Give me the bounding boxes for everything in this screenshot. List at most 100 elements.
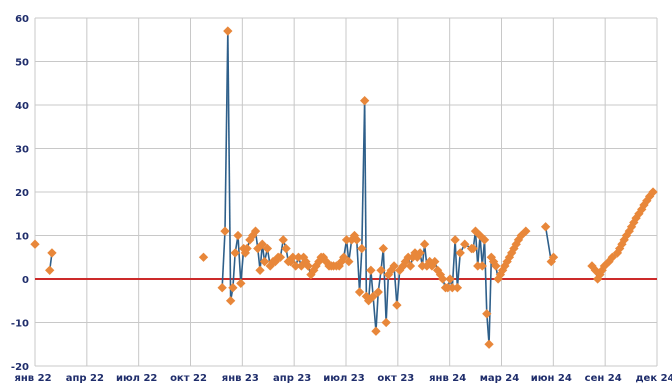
data-point	[445, 274, 455, 284]
data-point	[223, 26, 233, 36]
data-point	[357, 243, 367, 254]
data-point	[455, 248, 465, 258]
series-line-segment	[454, 239, 459, 288]
data-point	[236, 278, 246, 289]
data-point	[233, 230, 243, 241]
series-line-segment	[456, 252, 462, 288]
data-point	[228, 283, 238, 293]
data-point	[45, 265, 55, 275]
grid	[34, 17, 658, 367]
series-line-segment	[396, 270, 401, 306]
data-point	[250, 226, 261, 236]
data-point	[368, 291, 378, 302]
data-point	[257, 239, 267, 249]
data-point	[259, 256, 270, 267]
data-point	[275, 252, 286, 262]
data-point	[452, 283, 463, 293]
y-axis-ticks: 60 50 40 30 20 10 0 -10 -20	[11, 14, 29, 373]
data-point	[460, 239, 470, 249]
y-tick-label: 0	[22, 275, 29, 286]
series-line-segment	[224, 31, 229, 232]
series-line-segment	[370, 270, 374, 297]
series-line-segment	[483, 239, 488, 314]
series-line-segment	[227, 31, 232, 301]
data-point	[381, 317, 391, 328]
y-tick-label: 20	[15, 188, 29, 199]
x-tick-label: апр 22	[66, 373, 104, 383]
data-point	[419, 239, 430, 249]
data-point	[262, 243, 273, 254]
x-tick-label: янв 24	[429, 373, 466, 383]
x-tick-label: дек 24	[635, 373, 672, 383]
y-tick-label: 60	[15, 14, 29, 25]
data-point	[548, 252, 559, 262]
series-line-segment	[363, 100, 368, 297]
data-point	[255, 265, 265, 275]
data-point	[415, 248, 425, 258]
data-point	[468, 243, 478, 254]
data-point	[352, 235, 362, 245]
data-point	[47, 248, 57, 258]
data-point	[278, 235, 288, 245]
data-point	[281, 243, 291, 254]
data-point	[482, 309, 492, 319]
y-tick-label: -20	[11, 362, 29, 373]
data-point	[339, 252, 349, 262]
series-line-segment	[488, 257, 493, 345]
data-point	[225, 296, 236, 306]
data-point	[354, 287, 365, 297]
series-line-segment	[375, 292, 380, 332]
data-point	[447, 283, 457, 293]
data-point	[366, 265, 376, 275]
series-line-segment	[393, 265, 398, 306]
series-line-segment	[382, 248, 387, 323]
x-tick-label: мар 24	[480, 373, 520, 383]
y-tick-label: 40	[15, 101, 29, 112]
series-line-segment	[237, 235, 242, 284]
series-line-segment	[232, 252, 236, 288]
data-point	[30, 239, 40, 249]
x-tick-label: апр 23	[273, 373, 311, 383]
data-point	[607, 252, 617, 262]
data-point	[344, 256, 354, 267]
data-point	[217, 283, 227, 293]
series-group	[30, 26, 658, 349]
data-point	[648, 187, 658, 197]
x-tick-label: окт 23	[377, 373, 414, 383]
data-point	[220, 226, 230, 236]
data-point	[293, 252, 304, 262]
y-tick-label: -10	[11, 319, 29, 330]
data-point	[376, 265, 386, 275]
data-point	[389, 261, 399, 271]
data-point	[484, 339, 494, 349]
data-point	[303, 261, 313, 271]
series-line-segment	[221, 231, 226, 288]
series-line-segment	[372, 296, 377, 332]
y-tick-label: 50	[15, 58, 29, 69]
data-point	[230, 248, 240, 258]
data-point	[242, 243, 252, 254]
x-tick-label: янв 22	[14, 373, 51, 383]
data-point	[288, 252, 298, 262]
x-tick-label: июн 24	[531, 373, 572, 383]
x-tick-label: окт 22	[170, 373, 207, 383]
data-point	[198, 252, 209, 262]
data-point	[341, 235, 352, 245]
data-point	[450, 235, 460, 245]
series-line-segment	[385, 274, 390, 323]
x-axis-ticks: янв 22 апр 22 июл 22 окт 22 янв 23 апр 23 июл …	[14, 373, 672, 383]
data-point	[430, 256, 440, 267]
data-point	[291, 261, 301, 271]
data-point	[359, 95, 370, 106]
x-tick-label: июл 23	[323, 373, 364, 383]
x-tick-label: сен 24	[585, 373, 622, 383]
data-point	[405, 261, 416, 271]
data-point	[491, 261, 501, 271]
data-point	[479, 235, 490, 245]
y-tick-label: 30	[15, 145, 29, 156]
x-tick-label: июл 22	[116, 373, 157, 383]
data-point	[438, 274, 448, 284]
data-point	[373, 287, 383, 297]
x-tick-label: янв 23	[222, 373, 259, 383]
